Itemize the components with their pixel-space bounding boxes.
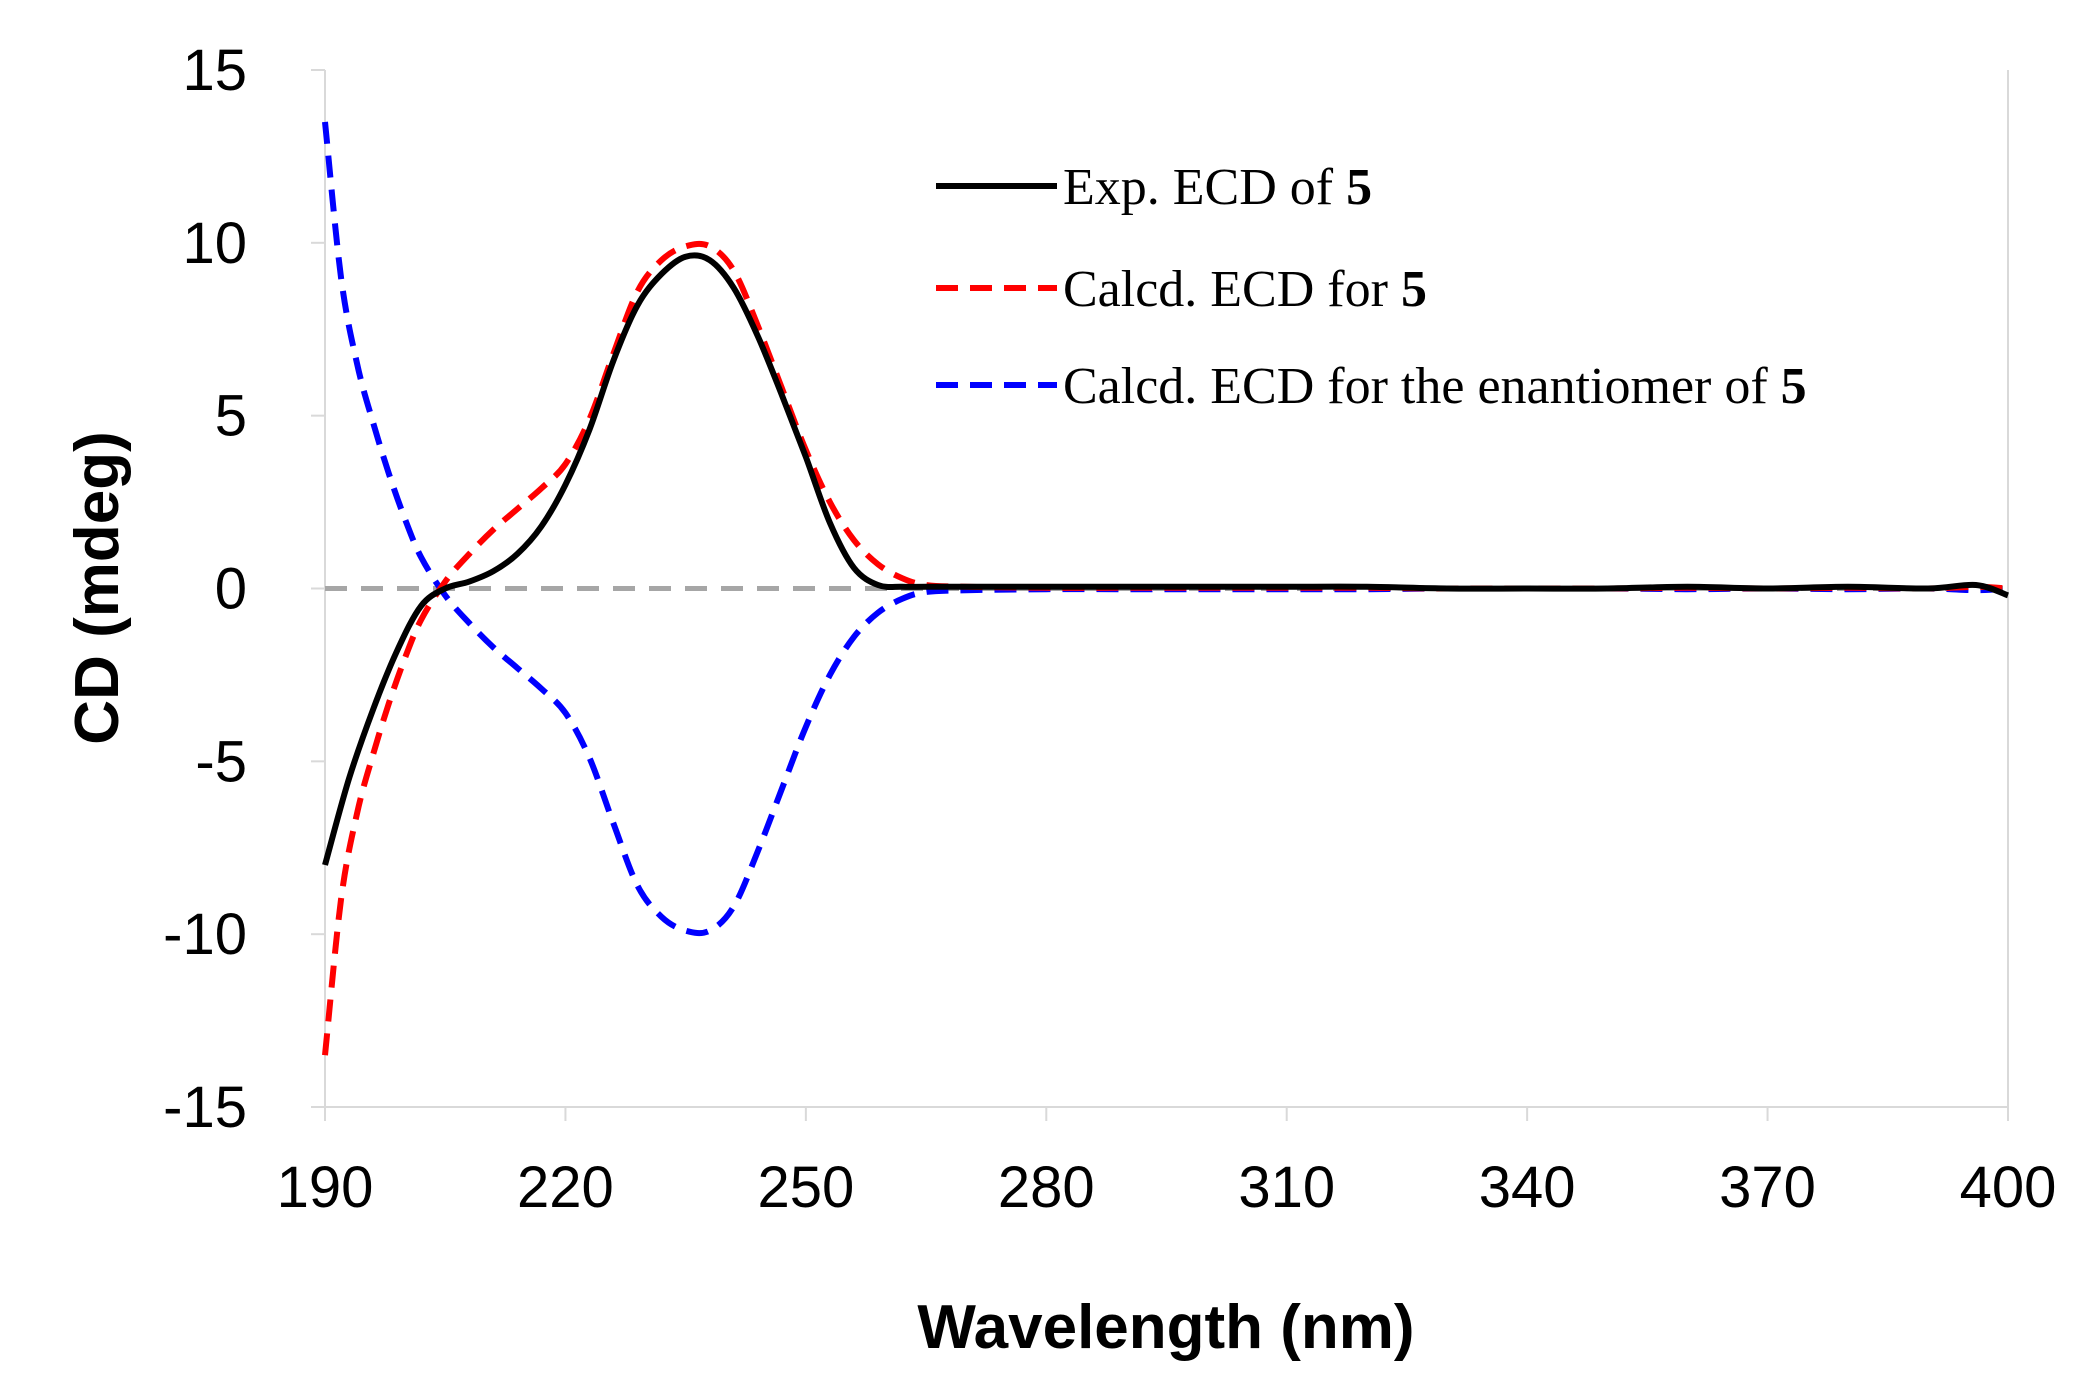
legend-label-2: Calcd. ECD for the enantiomer of 5 <box>1063 358 1807 415</box>
y-ticks: 15 10 5 0 -5 -10 -15 <box>163 38 325 1140</box>
legend-label-0: Exp. ECD of 5 <box>1063 159 1372 216</box>
x-ticks: 190 220 250 280 310 340 370 400 <box>277 1107 2057 1220</box>
y-tick-label: -5 <box>195 729 247 794</box>
x-tick-label: 280 <box>998 1155 1095 1220</box>
y-tick-label: -10 <box>163 902 247 967</box>
legend-label-text: Calcd. ECD for the enantiomer of <box>1063 358 1781 415</box>
series-line-2 <box>322 121 2009 937</box>
legend-label-text: Exp. ECD of <box>1063 159 1346 216</box>
x-tick-label: 190 <box>277 1155 374 1220</box>
legend-label-text: Calcd. ECD for <box>1063 261 1401 318</box>
legend-label-compound: 5 <box>1401 261 1427 318</box>
y-tick-label: 5 <box>215 384 247 449</box>
y-tick-label: 10 <box>182 211 247 276</box>
x-tick-label: 340 <box>1479 1155 1576 1220</box>
x-tick-label: 310 <box>1238 1155 1335 1220</box>
series-layer <box>322 121 2010 1056</box>
x-tick-label: 400 <box>1960 1155 2057 1220</box>
y-tick-label: -15 <box>163 1075 247 1140</box>
x-axis-title: Wavelength (nm) <box>917 1293 1414 1362</box>
x-tick-label: 250 <box>757 1155 854 1220</box>
x-tick-label: 370 <box>1719 1155 1816 1220</box>
y-axis-title: CD (mdeg) <box>63 431 132 744</box>
legend-label-compound: 5 <box>1781 358 1807 415</box>
x-tick-label: 220 <box>517 1155 614 1220</box>
y-tick-label: 15 <box>182 38 247 103</box>
legend-label-compound: 5 <box>1346 159 1372 216</box>
y-tick-label: 0 <box>215 557 247 622</box>
series-line-0 <box>322 252 2010 866</box>
legend-label-1: Calcd. ECD for 5 <box>1063 261 1427 318</box>
